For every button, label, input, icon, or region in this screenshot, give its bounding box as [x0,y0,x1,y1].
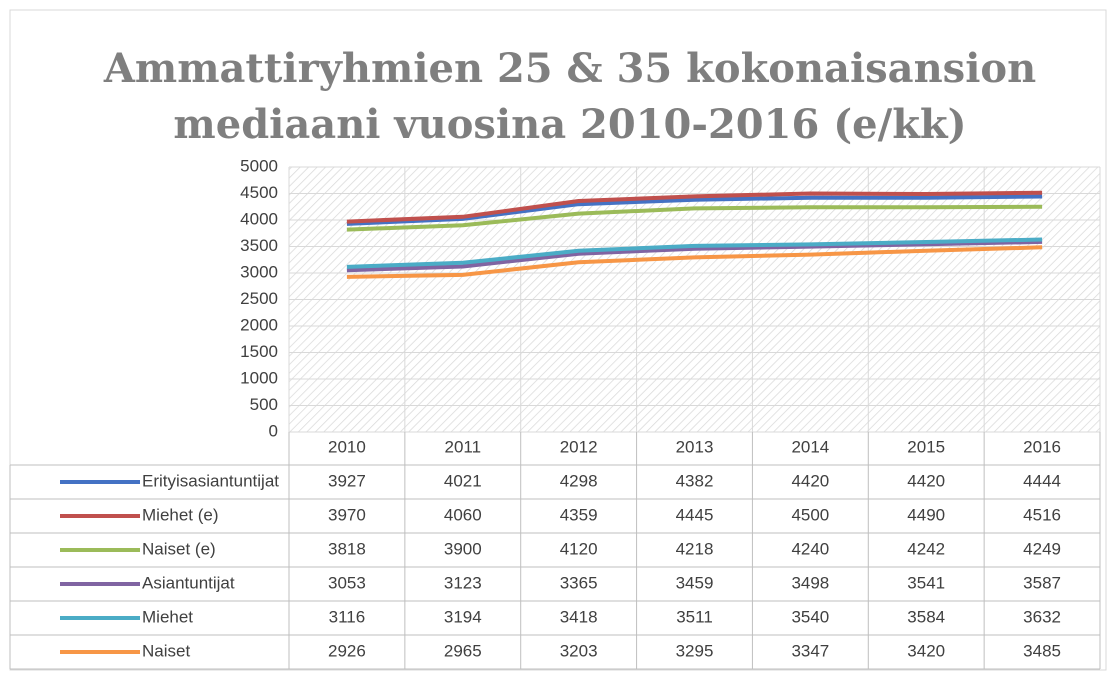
legend-label: Miehet (e) [142,505,219,524]
table-value: 3540 [791,607,829,626]
legend-label: Asiantuntijat [142,573,235,592]
table-value: 3203 [560,641,598,660]
table-value: 4420 [907,471,945,490]
legend-label: Naiset [142,641,190,660]
table-value: 3584 [907,607,945,626]
table-value: 4120 [560,539,598,558]
table-value: 3295 [676,641,714,660]
table-value: 4359 [560,505,598,524]
table-value: 4490 [907,505,945,524]
chart-title: Ammattiryhmien 25 & 35 kokonaisansion [103,45,1036,92]
table-value: 4382 [676,471,714,490]
x-tick-label: 2011 [445,437,482,456]
table-value: 3498 [791,573,829,592]
series-line [346,237,1043,269]
table-value: 4021 [444,471,482,490]
table-value: 4445 [676,505,714,524]
x-tick-label: 2012 [560,437,598,456]
table-value: 3053 [328,573,366,592]
y-tick-label: 4500 [240,183,278,202]
series-line [346,245,1043,279]
table-value: 2926 [328,641,366,660]
y-tick-label: 3500 [240,236,278,255]
table-value: 3116 [329,607,366,626]
table-value: 4298 [560,471,598,490]
table-value: 3511 [676,607,713,626]
table-value: 3123 [444,573,482,592]
table-value: 3900 [444,539,482,558]
y-tick-label: 3000 [240,262,278,281]
x-tick-label: 2013 [676,437,714,456]
legend-label: Naiset (e) [142,539,216,558]
x-tick-label: 2015 [907,437,945,456]
y-tick-label: 2500 [240,289,278,308]
table-value: 4249 [1023,539,1061,558]
legend-label: Erityisasiantuntijat [142,471,279,490]
table-value: 3970 [328,505,366,524]
series-line [346,194,1043,226]
table-value: 4242 [907,539,945,558]
y-tick-label: 4000 [240,209,278,228]
y-tick-label: 500 [250,395,278,414]
y-tick-label: 2000 [240,315,278,334]
table-value: 4500 [791,505,829,524]
y-tick-label: 5000 [240,156,278,175]
chart-title: mediaani vuosina 2010-2016 (e/kk) [173,101,966,148]
table-value: 3587 [1023,573,1061,592]
table-value: 3485 [1023,641,1061,660]
table-value: 4240 [791,539,829,558]
table-value: 4516 [1023,505,1061,524]
y-tick-label: 1500 [240,342,278,361]
legend-label: Miehet [142,607,193,626]
x-tick-label: 2014 [791,437,829,456]
table-value: 3459 [676,573,714,592]
table-value: 4060 [444,505,482,524]
table-value: 3632 [1023,607,1061,626]
table-value: 3541 [907,573,945,592]
table-value: 3365 [560,573,598,592]
table-value: 3418 [560,607,598,626]
x-tick-label: 2016 [1023,437,1061,456]
series-line [346,190,1043,224]
table-value: 3347 [791,641,829,660]
table-value: 3818 [328,539,366,558]
series-line [346,239,1043,273]
y-tick-label: 1000 [240,368,278,387]
table-value: 4218 [676,539,714,558]
table-value: 4420 [791,471,829,490]
series-line [346,204,1043,232]
y-tick-label: 0 [269,421,278,440]
table-value: 4444 [1023,471,1061,490]
table-value: 2965 [444,641,482,660]
x-tick-label: 2010 [328,437,366,456]
table-value: 3420 [907,641,945,660]
table-value: 3194 [444,607,482,626]
table-value: 3927 [328,471,366,490]
